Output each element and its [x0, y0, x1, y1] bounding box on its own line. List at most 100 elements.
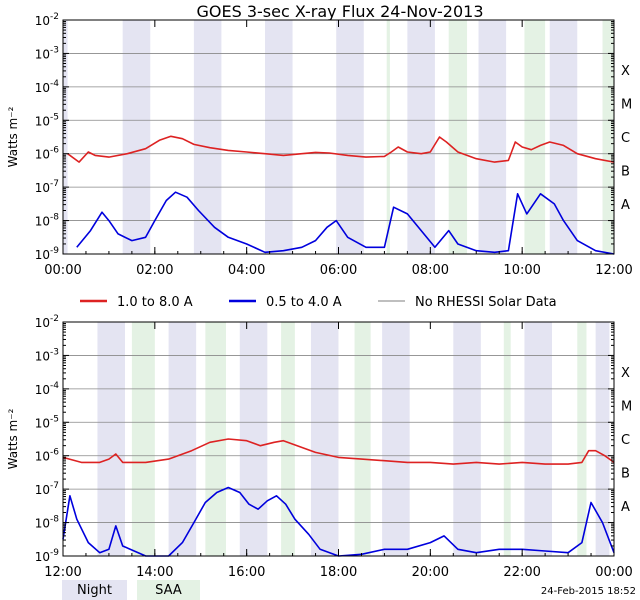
flare-class-label: X: [621, 366, 630, 381]
night-band: [122, 20, 151, 254]
y-tick-label: 10-3: [35, 45, 59, 61]
flare-class-label: C: [621, 433, 630, 448]
x-tick-label: 22:00: [503, 565, 540, 580]
y-tick-exponent: -7: [50, 481, 59, 491]
legend-saa-label: SAA: [155, 583, 182, 598]
saa-band: [281, 322, 295, 556]
y-tick-label: 10-5: [35, 414, 59, 430]
flare-class-label: B: [621, 164, 630, 179]
night-band: [478, 20, 507, 254]
x-tick-label: 20:00: [412, 565, 449, 580]
y-tick-label: 10-7: [35, 179, 59, 195]
y-tick-exponent: -2: [50, 314, 59, 324]
bottom-panel: 10-9 10-8 10-7 10-6 10-5 10-4 10-3 10-2 Watts m⁻…: [6, 314, 633, 580]
x-tick-label: 00:00: [44, 263, 81, 278]
x-tick-label: 12:00: [595, 263, 632, 278]
flare-class-label: M: [621, 98, 632, 113]
x-tick-label: 06:00: [320, 263, 357, 278]
series-line-short: [76, 191, 615, 255]
y-tick-exponent: -5: [50, 414, 59, 424]
y-tick-label: 10-6: [35, 448, 60, 464]
y-tick-exponent: -9: [50, 246, 59, 256]
night-band: [265, 20, 293, 254]
night-band: [549, 20, 578, 254]
flare-class-label: A: [621, 500, 630, 515]
legend-no-data-label: No RHESSI Solar Data: [415, 295, 557, 310]
flare-class-label: M: [621, 400, 632, 415]
night-band: [310, 322, 339, 556]
y-tick-exponent: -8: [50, 213, 59, 223]
y-tick-exponent: -6: [50, 448, 59, 458]
flare-class-label: C: [621, 131, 630, 146]
night-band: [382, 322, 410, 556]
x-tick-label: 16:00: [228, 565, 265, 580]
night-band: [63, 20, 68, 254]
y-tick-label: 10-3: [35, 347, 59, 363]
y-tick-exponent: -6: [50, 146, 59, 156]
x-tick-label: 12:00: [44, 565, 81, 580]
x-tick-label: 18:00: [320, 565, 357, 580]
y-tick-label: 10-4: [35, 79, 60, 95]
y-axis-label: Watts m⁻²: [6, 408, 20, 469]
legend-night-swatch: [62, 580, 127, 600]
saa-band: [354, 322, 371, 556]
series-line-short: [62, 486, 615, 557]
saa-band: [577, 322, 587, 556]
y-tick-label: 10-7: [35, 481, 59, 497]
y-tick-exponent: -9: [50, 548, 59, 558]
night-band: [524, 322, 553, 556]
y-tick-label: 10-9: [35, 548, 60, 564]
night-band: [407, 20, 435, 254]
y-tick-exponent: -3: [50, 347, 59, 357]
y-tick-label: 10-6: [35, 146, 60, 162]
x-tick-label: 00:00: [595, 565, 632, 580]
night-band: [453, 322, 481, 556]
series-line-long: [62, 438, 615, 465]
series-line-long: [67, 135, 615, 163]
band-legend: Night SAA: [62, 580, 200, 600]
flare-class-label: X: [621, 64, 630, 79]
x-tick-label: 04:00: [228, 263, 265, 278]
flare-class-label: B: [621, 466, 630, 481]
night-band: [97, 322, 125, 556]
night-band: [168, 322, 197, 556]
x-tick-label: 14:00: [136, 565, 173, 580]
night-band: [336, 20, 364, 254]
footer-date: 24-Feb-2015 18:52: [541, 586, 636, 597]
legend-long-label: 1.0 to 8.0 A: [117, 295, 193, 310]
night-band: [595, 322, 610, 556]
y-tick-label: 10-4: [35, 381, 60, 397]
saa-band: [386, 20, 390, 254]
chart-title: GOES 3-sec X-ray Flux 24-Nov-2013: [197, 2, 484, 21]
y-tick-exponent: -3: [50, 45, 59, 55]
saa-band: [205, 322, 227, 556]
night-band: [239, 322, 268, 556]
y-tick-label: 10-8: [35, 213, 60, 229]
legend-short-label: 0.5 to 4.0 A: [266, 295, 342, 310]
y-tick-label: 10-2: [35, 314, 59, 330]
flare-class-label: A: [621, 198, 630, 213]
saa-band: [448, 20, 468, 254]
y-tick-label: 10-8: [35, 515, 60, 531]
saa-band: [131, 322, 155, 556]
y-tick-label: 10-9: [35, 246, 60, 262]
y-tick-exponent: -7: [50, 179, 59, 189]
y-tick-exponent: -5: [50, 112, 59, 122]
night-band: [193, 20, 222, 254]
y-tick-exponent: -8: [50, 515, 59, 525]
series-legend: 1.0 to 8.0 A 0.5 to 4.0 A No RHESSI Sola…: [80, 295, 557, 310]
y-tick-exponent: -2: [50, 12, 59, 22]
y-axis-label: Watts m⁻²: [6, 106, 20, 167]
top-panel: 10-9 10-8 10-7 10-6 10-5 10-4 10-3 10-2 Watts m⁻…: [6, 12, 633, 278]
y-tick-exponent: -4: [50, 381, 59, 391]
x-tick-label: 10:00: [503, 263, 540, 278]
y-tick-exponent: -4: [50, 79, 59, 89]
saa-band: [602, 20, 614, 254]
x-tick-label: 08:00: [412, 263, 449, 278]
legend-saa-swatch: [137, 580, 200, 600]
saa-band: [524, 20, 546, 254]
x-tick-label: 02:00: [136, 263, 173, 278]
legend-night-label: Night: [77, 583, 112, 598]
y-tick-label: 10-5: [35, 112, 59, 128]
